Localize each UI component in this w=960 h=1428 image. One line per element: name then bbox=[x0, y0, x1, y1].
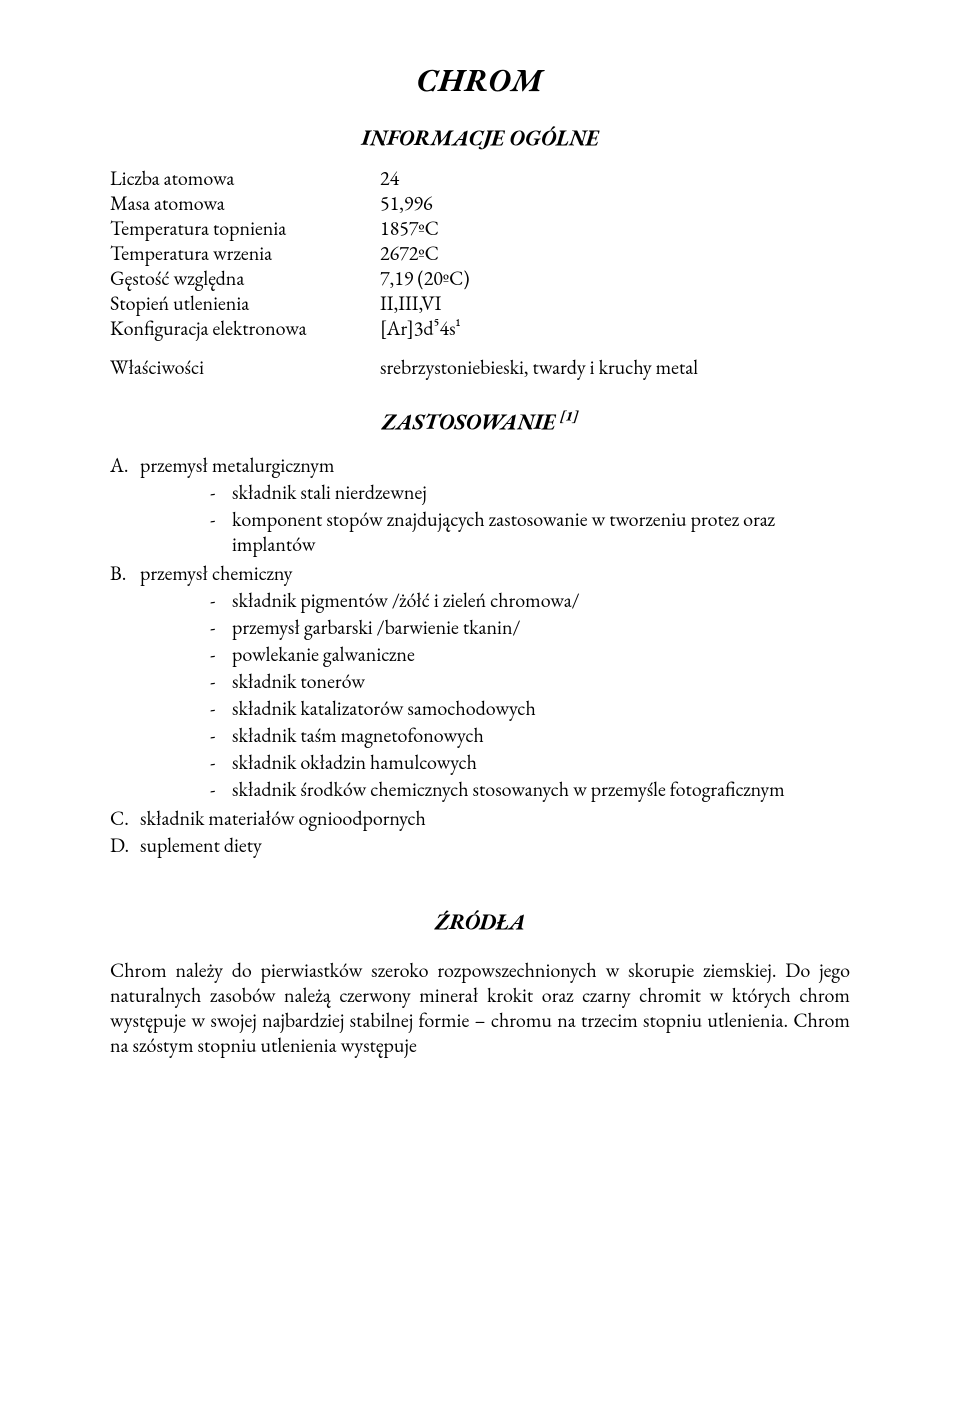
list-item-label: składnik materiałów ognioodpornych bbox=[140, 806, 850, 831]
sublist-item: - składnik środków chemicznych stosowany… bbox=[210, 777, 850, 802]
properties-row: Właściwości srebrzystoniebieski, twardy … bbox=[110, 355, 850, 380]
info-value: [Ar]3d⁵4s¹ bbox=[380, 316, 850, 341]
info-value: 24 bbox=[380, 166, 850, 191]
info-value: 2672ºC bbox=[380, 241, 850, 266]
sublist-item: - składnik okładzin hamulcowych bbox=[210, 750, 850, 775]
sources-paragraph: Chrom należy do pierwiastków szeroko roz… bbox=[110, 958, 850, 1058]
sublist-text: składnik stali nierdzewnej bbox=[232, 480, 850, 505]
info-row: Liczba atomowa 24 bbox=[110, 166, 850, 191]
properties-label: Właściwości bbox=[110, 355, 380, 380]
dash-icon: - bbox=[210, 696, 232, 721]
list-item-label: suplement diety bbox=[140, 833, 850, 858]
list-item-label: przemysł metalurgicznym bbox=[140, 453, 850, 478]
info-label: Masa atomowa bbox=[110, 191, 380, 216]
sublist-text: składnik tonerów bbox=[232, 669, 850, 694]
sublist-text: przemysł garbarski /barwienie tkanin/ bbox=[232, 615, 850, 640]
sublist-text: powlekanie galwaniczne bbox=[232, 642, 850, 667]
list-letter: A. bbox=[110, 453, 140, 478]
info-row: Temperatura topnienia 1857ºC bbox=[110, 216, 850, 241]
dash-icon: - bbox=[210, 777, 232, 802]
sublist-item: - powlekanie galwaniczne bbox=[210, 642, 850, 667]
zastosowanie-heading: ZASTOSOWANIE [1] bbox=[110, 408, 850, 436]
sublist-text: składnik taśm magnetofonowych bbox=[232, 723, 850, 748]
info-table: Liczba atomowa 24 Masa atomowa 51,996 Te… bbox=[110, 166, 850, 341]
sublist-item: - składnik stali nierdzewnej bbox=[210, 480, 850, 505]
sublist-item: - komponent stopów znajdujących zastosow… bbox=[210, 507, 850, 557]
info-value: 1857ºC bbox=[380, 216, 850, 241]
info-value: II,III,VI bbox=[380, 291, 850, 316]
info-label: Stopień utlenienia bbox=[110, 291, 380, 316]
info-label: Liczba atomowa bbox=[110, 166, 380, 191]
info-label: Konfiguracja elektronowa bbox=[110, 316, 380, 341]
zastosowanie-heading-text: ZASTOSOWANIE bbox=[382, 407, 555, 436]
zastosowanie-list: A. przemysł metalurgicznym - składnik st… bbox=[110, 453, 850, 858]
list-letter: B. bbox=[110, 561, 140, 586]
list-item-b: B. przemysł chemiczny bbox=[110, 561, 850, 586]
dash-icon: - bbox=[210, 507, 232, 557]
info-label: Temperatura topnienia bbox=[110, 216, 380, 241]
info-row: Stopień utlenienia II,III,VI bbox=[110, 291, 850, 316]
list-letter: C. bbox=[110, 806, 140, 831]
info-label: Gęstość względna bbox=[110, 266, 380, 291]
sublist-text: komponent stopów znajdujących zastosowan… bbox=[232, 507, 850, 557]
sublist-text: składnik pigmentów /żółć i zieleń chromo… bbox=[232, 588, 850, 613]
info-row: Temperatura wrzenia 2672ºC bbox=[110, 241, 850, 266]
info-heading: INFORMACJE OGÓLNE bbox=[110, 124, 850, 152]
dash-icon: - bbox=[210, 669, 232, 694]
list-item-label: przemysł chemiczny bbox=[140, 561, 850, 586]
sublist-item: - składnik pigmentów /żółć i zieleń chro… bbox=[210, 588, 850, 613]
sublist-item: - składnik taśm magnetofonowych bbox=[210, 723, 850, 748]
sublist-text: składnik środków chemicznych stosowanych… bbox=[232, 777, 850, 802]
info-label: Temperatura wrzenia bbox=[110, 241, 380, 266]
dash-icon: - bbox=[210, 615, 232, 640]
zastosowanie-heading-ref: [1] bbox=[560, 407, 578, 425]
sublist-item: - składnik tonerów bbox=[210, 669, 850, 694]
info-row: Konfiguracja elektronowa [Ar]3d⁵4s¹ bbox=[110, 316, 850, 341]
sources-heading: ŹRÓDŁA bbox=[110, 908, 850, 936]
list-letter: D. bbox=[110, 833, 140, 858]
sublist-text: składnik okładzin hamulcowych bbox=[232, 750, 850, 775]
dash-icon: - bbox=[210, 723, 232, 748]
sublist-text: składnik katalizatorów samochodowych bbox=[232, 696, 850, 721]
sublist-a: - składnik stali nierdzewnej - komponent… bbox=[210, 480, 850, 557]
info-row: Gęstość względna 7,19 (20ºC) bbox=[110, 266, 850, 291]
sublist-b: - składnik pigmentów /żółć i zieleń chro… bbox=[210, 588, 850, 802]
dash-icon: - bbox=[210, 642, 232, 667]
info-row: Masa atomowa 51,996 bbox=[110, 191, 850, 216]
info-value: 7,19 (20ºC) bbox=[380, 266, 850, 291]
dash-icon: - bbox=[210, 480, 232, 505]
properties-value: srebrzystoniebieski, twardy i kruchy met… bbox=[380, 355, 850, 380]
page-title: CHROM bbox=[110, 60, 850, 100]
list-item-d: D. suplement diety bbox=[110, 833, 850, 858]
dash-icon: - bbox=[210, 750, 232, 775]
list-item-c: C. składnik materiałów ognioodpornych bbox=[110, 806, 850, 831]
sublist-item: - przemysł garbarski /barwienie tkanin/ bbox=[210, 615, 850, 640]
list-item-a: A. przemysł metalurgicznym bbox=[110, 453, 850, 478]
info-value: 51,996 bbox=[380, 191, 850, 216]
sublist-item: - składnik katalizatorów samochodowych bbox=[210, 696, 850, 721]
dash-icon: - bbox=[210, 588, 232, 613]
